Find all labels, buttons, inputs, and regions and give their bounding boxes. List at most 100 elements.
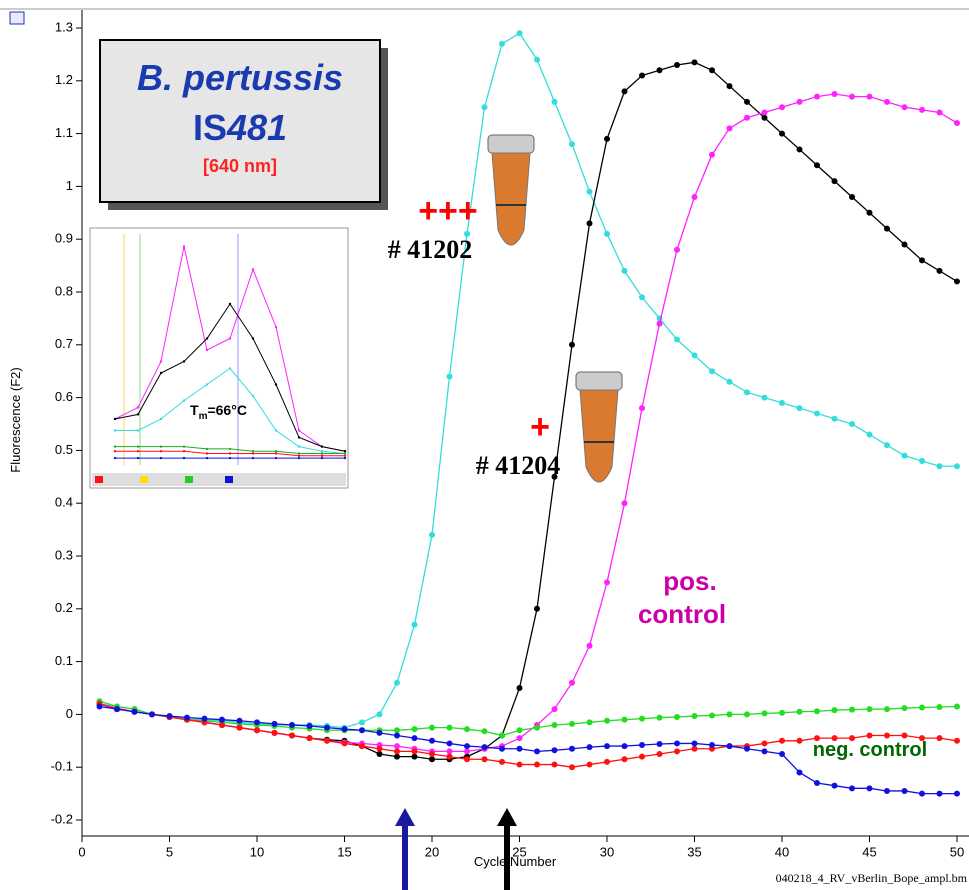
data-point <box>429 751 435 757</box>
inset-legend-swatch <box>140 476 148 483</box>
data-point <box>902 453 908 459</box>
data-point <box>359 727 365 733</box>
data-point <box>954 738 960 744</box>
data-point <box>229 452 231 454</box>
data-point <box>160 445 162 447</box>
data-point <box>937 735 943 741</box>
x-tick-label: 0 <box>78 844 85 859</box>
data-point <box>849 421 855 427</box>
data-point <box>867 706 873 712</box>
data-point <box>272 721 278 727</box>
data-point <box>587 189 593 195</box>
data-point <box>298 436 300 438</box>
data-point <box>275 457 277 459</box>
data-point <box>569 746 575 752</box>
data-point <box>184 715 190 721</box>
y-tick-label: 0.9 <box>55 231 73 246</box>
data-point <box>797 146 803 152</box>
data-point <box>482 728 488 734</box>
data-point <box>849 785 855 791</box>
data-point <box>604 136 610 142</box>
y-tick-label: 0.8 <box>55 283 73 298</box>
data-point <box>692 746 698 752</box>
data-point <box>727 379 733 385</box>
data-point <box>954 278 960 284</box>
data-point <box>727 743 733 749</box>
data-point <box>517 727 523 733</box>
data-point <box>394 733 400 739</box>
data-point <box>604 759 610 765</box>
data-point <box>289 722 295 728</box>
data-point <box>114 418 116 420</box>
data-point <box>954 463 960 469</box>
data-point <box>97 703 103 709</box>
data-point <box>298 445 300 447</box>
x-tick-label: 50 <box>950 844 964 859</box>
data-point <box>657 741 663 747</box>
data-point <box>499 733 505 739</box>
data-point <box>954 791 960 797</box>
data-point <box>692 59 698 65</box>
data-point <box>744 746 750 752</box>
data-point <box>183 450 185 452</box>
data-point <box>867 94 873 100</box>
data-point <box>919 107 925 113</box>
y-tick-label: 1.1 <box>55 125 73 140</box>
toolbar-icon[interactable] <box>10 12 24 24</box>
data-point <box>884 706 890 712</box>
data-point <box>849 707 855 713</box>
data-point <box>534 748 540 754</box>
data-point <box>342 740 348 746</box>
data-point <box>183 360 185 362</box>
x-tick-label: 10 <box>250 844 264 859</box>
data-point <box>499 746 505 752</box>
data-point <box>937 704 943 710</box>
data-point <box>167 713 173 719</box>
data-point <box>832 707 838 713</box>
data-point <box>229 303 231 305</box>
data-point <box>464 726 470 732</box>
data-point <box>674 247 680 253</box>
data-point <box>206 349 208 351</box>
data-point <box>692 352 698 358</box>
data-point <box>517 735 523 741</box>
data-point <box>639 73 645 79</box>
data-point <box>814 94 820 100</box>
data-point <box>744 99 750 105</box>
data-point <box>275 383 277 385</box>
x-tick-label: 40 <box>775 844 789 859</box>
data-point <box>639 742 645 748</box>
data-point <box>797 738 803 744</box>
data-point <box>779 751 785 757</box>
data-point <box>674 62 680 68</box>
data-point <box>114 450 116 452</box>
data-point <box>252 450 254 452</box>
y-tick-label: 0.5 <box>55 442 73 457</box>
data-point <box>160 418 162 420</box>
data-point <box>709 712 715 718</box>
wavelength: [640 nm] <box>203 156 277 176</box>
data-point <box>517 746 523 752</box>
data-point <box>183 245 185 247</box>
data-point <box>464 756 470 762</box>
data-point <box>937 268 943 274</box>
data-point <box>254 727 260 733</box>
data-point <box>137 413 139 415</box>
data-point <box>692 740 698 746</box>
x-tick-label: 25 <box>512 844 526 859</box>
data-point <box>202 716 208 722</box>
data-point <box>657 751 663 757</box>
data-point <box>344 450 346 452</box>
data-point <box>797 709 803 715</box>
y-tick-label: 0 <box>66 706 73 721</box>
data-point <box>344 457 346 459</box>
data-point <box>762 710 768 716</box>
title: B. pertussis <box>137 57 343 98</box>
data-point <box>447 725 453 731</box>
data-point <box>114 457 116 459</box>
data-point <box>902 733 908 739</box>
data-point <box>160 360 162 362</box>
y-tick-label: 0.3 <box>55 547 73 562</box>
data-point <box>298 429 300 431</box>
data-point <box>307 735 313 741</box>
